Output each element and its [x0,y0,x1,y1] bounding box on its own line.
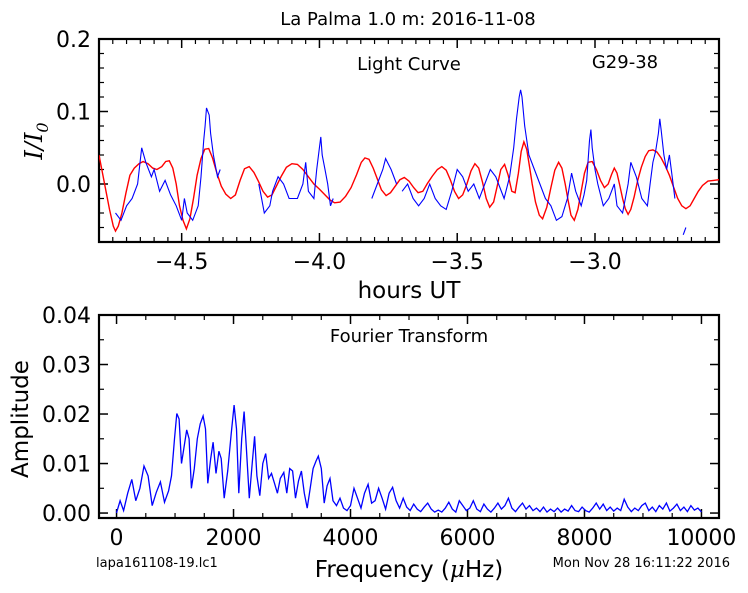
x-tick-label: −3.5 [431,250,484,275]
x-tick-label: 10000 [666,526,736,551]
y-tick-label: 0.2 [56,28,91,53]
light-curve-data-line [682,227,687,235]
y-tick-label: 0.00 [42,502,91,527]
fourier-amplitude-line [115,405,702,514]
x-tick-label: −4.0 [293,250,346,275]
x-tick-label: 6000 [439,526,495,551]
footer-filename: lapa161108-19.lc1 [96,556,218,571]
light-curve-ylabel: I/I0 [20,122,52,160]
fourier-panel: 0 2000 4000 6000 8000 10000 0.00 0.01 0.02 0.03 0.… [8,304,736,583]
figure-title: La Palma 1.0 m: 2016-11-08 [280,9,535,30]
light-curve-data-line [371,157,398,199]
fourier-annotation: Fourier Transform [330,326,488,347]
x-tick-label: 4000 [323,526,379,551]
x-tick-label: −3.0 [568,250,621,275]
fourier-xlabel-mu: μ [450,557,465,583]
light-curve-xlabel: hours UT [358,278,462,304]
light-curve-annotation: Light Curve [357,54,461,75]
light-curve-ticks: −4.5 −4.0 −3.5 −3.0 0.0 0.1 0.2 [56,28,719,275]
light-curve-panel: −4.5 −4.0 −3.5 −3.0 0.0 0.1 0.2 Light Curve G2… [20,28,721,304]
light-curve-data-line [401,89,676,222]
fourier-xlabel-suffix: Hz) [465,557,503,583]
fourier-ticks: 0 2000 4000 6000 8000 10000 0.00 0.01 0.02 0.03 0.… [42,304,736,551]
y-tick-label: 0.01 [42,453,91,478]
y-tick-label: 0.1 [56,101,91,126]
target-name-label: G29-38 [592,52,658,73]
y-tick-label: 0.04 [42,304,91,329]
fourier-plot-area [115,405,702,514]
footer-timestamp: Mon Nov 28 16:11:22 2016 [553,556,730,571]
x-tick-label: 2000 [206,526,262,551]
light-curve-plot-area [99,89,719,235]
fourier-xlabel-prefix: Frequency ( [315,557,450,583]
light-curve-data-line [258,136,334,215]
x-tick-label: 0 [110,526,124,551]
y-tick-label: 0.02 [42,403,91,428]
model-fit-line [99,139,719,233]
fourier-xlabel: Frequency (μHz) [315,557,503,583]
y-tick-label: 0.03 [42,354,91,379]
x-tick-label: 8000 [556,526,612,551]
y-tick-label: 0.0 [56,173,91,198]
x-tick-label: −4.5 [155,250,208,275]
light-curve-data-line [115,107,221,222]
fourier-ylabel: Amplitude [8,360,34,478]
